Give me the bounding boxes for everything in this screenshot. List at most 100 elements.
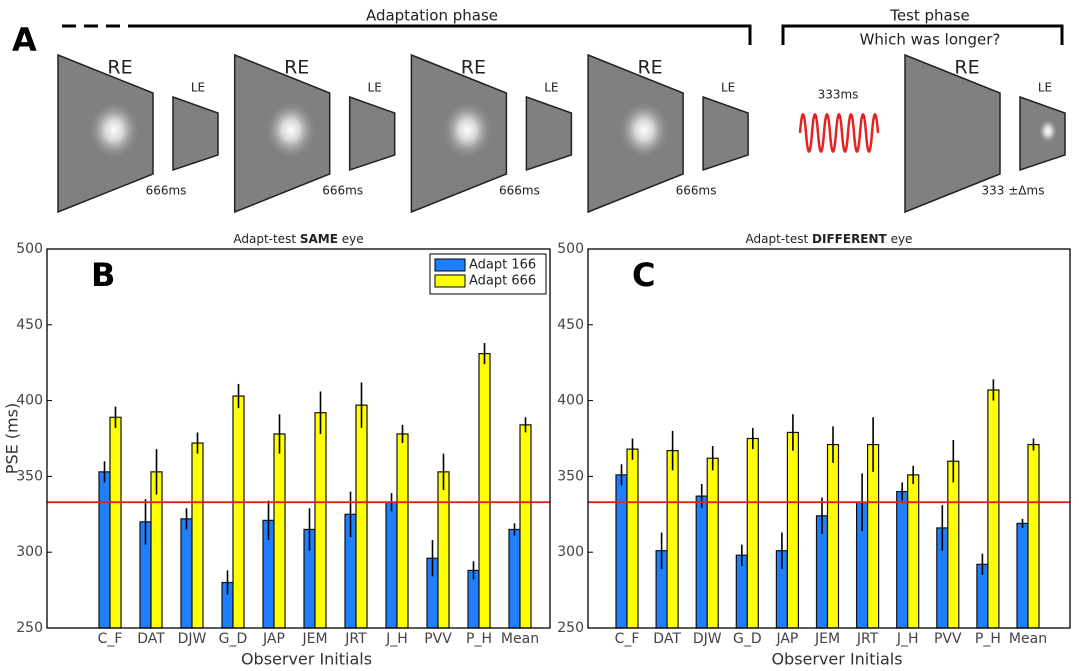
bar [826,443,840,629]
bar [695,495,708,629]
screen-small [525,95,573,172]
panel-label: B [91,256,115,294]
y-tick-label: 450 [557,317,584,333]
bracket [781,24,1064,45]
x-tick-label: JRT [856,631,879,647]
screen-small [702,95,749,172]
bar [232,395,245,629]
x-tick-label: J_H [385,631,408,647]
bar [907,474,920,629]
eye-label: LE [368,81,382,95]
x-tick-label: J_H [896,631,919,647]
y-tick-label: 250 [557,620,584,636]
bar [191,442,204,629]
duration: 666ms [499,184,540,198]
plot-frame [587,248,1071,629]
bar [615,474,628,629]
x-tick-label: Mean [1009,631,1047,647]
x-tick-label: JEM [814,631,840,647]
legend-label: Adapt 666 [469,274,536,289]
y-tick-label: 300 [16,544,43,560]
bar [519,424,532,629]
stimulus [88,100,140,160]
phase-title: Adaptation phase [366,7,498,25]
screen-small [172,95,219,172]
bar [987,389,1000,629]
eye-label: RE [637,57,662,79]
panel-label: C [632,256,655,294]
stimulus [441,100,494,160]
bar [786,431,800,629]
bar [273,433,286,629]
bar [947,460,960,629]
panel-label: A [12,21,37,59]
x-tick-label: DAT [137,631,165,647]
stimulus [1038,118,1058,144]
y-tick-label: 250 [16,620,43,636]
bar [314,412,327,629]
bar [666,450,679,629]
duration: 333 ±Δms [982,184,1045,198]
bar [150,471,163,629]
bracket [128,24,752,45]
chart-title: Adapt-test DIFFERENT eye [746,232,913,246]
bar [478,353,491,629]
legend-swatch [434,274,466,288]
eye-label: LE [721,81,735,95]
tone-label: 333ms [818,88,859,102]
title-part: Adapt-test [746,232,809,246]
bar [180,518,193,629]
title-part: Adapt-test [233,232,296,246]
bar [735,554,748,629]
duration: 666ms [676,184,717,198]
bar [355,404,368,629]
title-part: DIFFERENT [812,232,887,246]
title-part: SAME [300,232,338,246]
x-axis-label: Observer Initials [241,650,372,669]
bar [396,433,409,629]
x-tick-label: JEM [301,631,327,647]
eye-label: RE [107,57,132,79]
screen-small [348,95,396,172]
legend-label: Adapt 166 [469,258,536,273]
y-tick-label: 300 [557,544,584,560]
bar [98,471,111,629]
screen-big [904,53,1001,214]
x-tick-label: P_H [975,631,1001,647]
eye-label: RE [461,57,486,79]
x-tick-label: C_F [98,631,123,647]
x-tick-label: G_D [219,631,248,647]
x-tick-label: DJW [693,631,722,647]
stimulus [264,100,317,160]
stimulus [618,100,671,160]
eye-label: LE [191,81,205,95]
question: Which was longer? [860,31,1001,49]
plot-frame [46,248,551,629]
y-tick-label: 350 [16,468,43,484]
eye-label: LE [544,81,558,95]
x-tick-label: JAP [262,631,285,647]
y-axis-label: PSE (ms) [3,403,22,474]
duration: 666ms [322,184,363,198]
duration: 666ms [146,184,187,198]
bar [706,457,719,629]
x-tick-label: PVV [934,631,962,647]
bar [1027,443,1040,629]
y-tick-label: 350 [557,468,584,484]
x-tick-label: DAT [653,631,681,647]
bar [437,471,450,629]
y-tick-label: 400 [557,393,584,409]
x-tick-label: JAP [775,631,798,647]
x-tick-label: JRT [344,631,367,647]
y-tick-label: 500 [16,241,43,257]
bar [746,437,759,629]
x-tick-label: Mean [501,631,539,647]
tone-wave [798,113,880,153]
bar [385,501,398,629]
y-tick-label: 500 [557,241,584,257]
x-axis-label: Observer Initials [771,650,902,669]
bar [508,528,521,629]
title-part: eye [342,232,364,246]
bar [109,416,122,629]
